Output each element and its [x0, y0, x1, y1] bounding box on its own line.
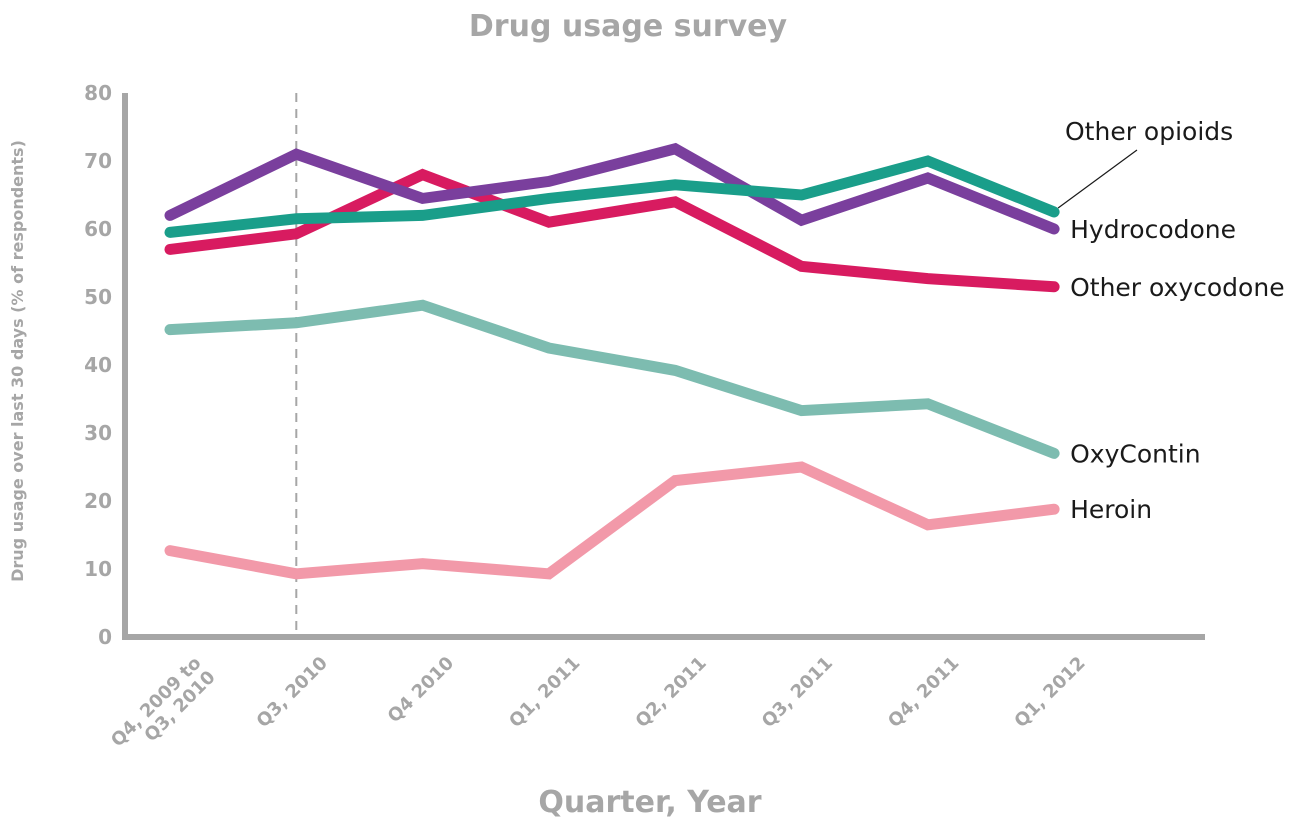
- series-label-hydrocodone: Hydrocodone: [1070, 215, 1236, 244]
- y-tick-label: 10: [84, 557, 112, 581]
- x-tick-label: Q4, 2011: [884, 653, 963, 732]
- x-tick-label-line: Q4 2010: [384, 653, 458, 727]
- x-axis-title: Quarter, Year: [538, 785, 761, 820]
- y-axis-label: Drug usage over last 30 days (% of respo…: [8, 140, 27, 582]
- x-tick-label-line: Q3, 2010: [253, 653, 332, 732]
- series-lines: [164, 142, 1060, 580]
- series-line-oxycontin: [164, 299, 1060, 459]
- x-tick-label-line: Q4, 2011: [884, 653, 963, 732]
- x-tick-label: Q3, 2010: [253, 653, 332, 732]
- y-tick-label: 0: [98, 625, 112, 649]
- series-line-other-oxycodone: [164, 168, 1060, 293]
- x-tick-label: Q3, 2011: [758, 653, 837, 732]
- y-tick-label: 40: [84, 353, 112, 377]
- y-tick-labels: 0 10 20 30 40 50 60 70 80: [84, 81, 112, 649]
- series-label-other-oxycodone: Other oxycodone: [1070, 273, 1284, 302]
- x-tick-label: Q2, 2011: [632, 653, 711, 732]
- x-tick-label: Q1, 2012: [1010, 653, 1089, 732]
- y-tick-label: 80: [84, 81, 112, 105]
- y-axis-title: Drug usage over last 30 days (% of respo…: [8, 140, 27, 582]
- x-tick-label-line: Q1, 2012: [1010, 653, 1089, 732]
- x-tick-label-line: Q1, 2011: [505, 653, 584, 732]
- axes: [122, 93, 1205, 640]
- series-line-hydrocodone: [164, 142, 1060, 235]
- x-tick-label-line: Q3, 2011: [758, 653, 837, 732]
- series-label-other-opioids: Other opioids: [1065, 117, 1233, 146]
- y-tick-label: 30: [84, 421, 112, 445]
- x-tick-label: Q1, 2011: [505, 653, 584, 732]
- y-tick-label: 50: [84, 285, 112, 309]
- series-label-heroin: Heroin: [1070, 495, 1152, 524]
- y-tick-label: 60: [84, 217, 112, 241]
- y-tick-label: 70: [84, 149, 112, 173]
- y-tick-label: 20: [84, 489, 112, 513]
- series-labels: Other opioids Hydrocodone Other oxycodone O…: [1057, 117, 1285, 524]
- series-label-oxycontin: OxyContin: [1070, 439, 1200, 468]
- series-line-heroin: [164, 461, 1060, 580]
- x-tick-label: Q4 2010: [384, 653, 458, 727]
- leader-line-other-opioids: [1057, 149, 1138, 209]
- series-line-other-opioids: [164, 155, 1060, 238]
- chart-title: Drug usage survey: [469, 9, 788, 44]
- x-tick-label-line: Q2, 2011: [632, 653, 711, 732]
